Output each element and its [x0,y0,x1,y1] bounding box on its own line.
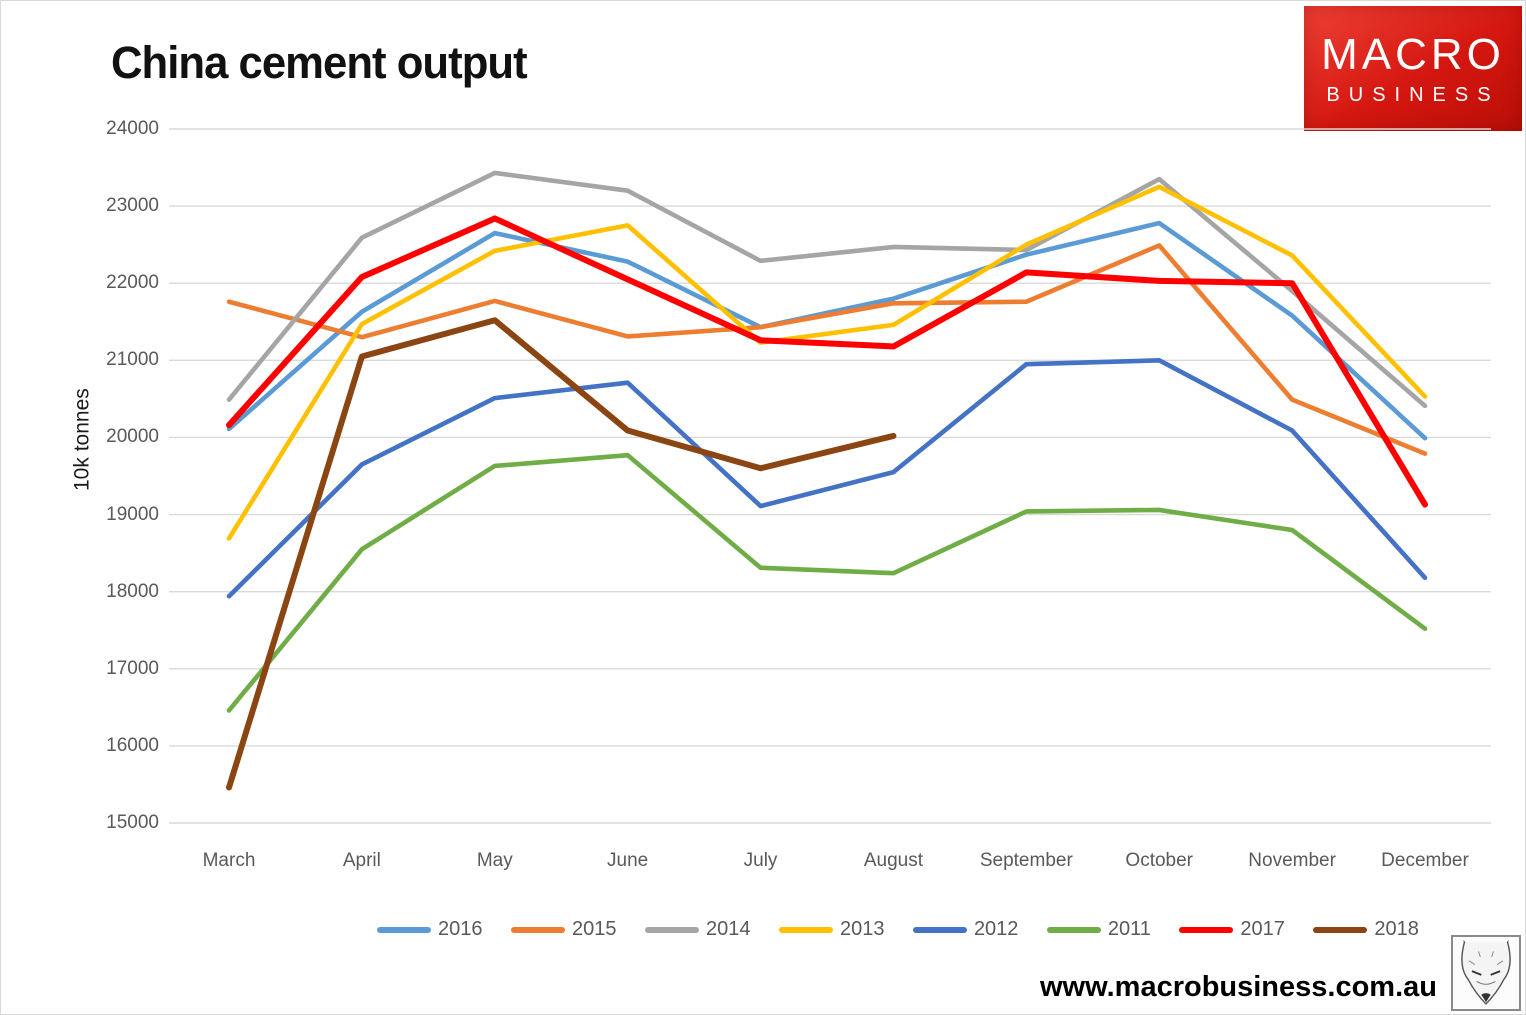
legend-swatch-2014 [644,926,699,933]
legend-item-2012: 2012 [912,918,1019,941]
y-tick-label-20000: 20000 [106,426,159,448]
series-line-2011 [226,452,1428,713]
legend-item-2015: 2015 [510,918,617,941]
series-line-2017 [226,215,1429,508]
legend-item-2016: 2016 [377,918,483,941]
legend-swatch-2016 [377,926,431,933]
legend-swatch-2015 [510,926,565,933]
legend-label-2011: 2011 [1107,918,1151,940]
x-tick-label-april: April [342,850,381,871]
legend-label-2018: 2018 [1374,918,1419,940]
plot-area [169,128,1491,824]
x-tick-label-march: March [202,850,256,871]
logo-macro-text: MACRO [1321,30,1505,79]
x-tick-label-august: August [863,850,924,871]
legend-label-2016: 2016 [438,918,483,940]
y-tick-label-19000: 19000 [106,503,159,525]
y-tick-label-24000: 24000 [106,118,159,139]
y-tick-label-16000: 16000 [106,734,159,756]
series-line-2012 [226,358,1428,599]
x-tick-label-july: July [743,850,778,871]
y-tick-label-23000: 23000 [106,195,159,217]
series-line-2015 [226,243,1428,456]
site-url: www.macrobusiness.com.au [1040,971,1437,1003]
legend-label-2015: 2015 [571,918,617,940]
legend-swatch-2018 [1313,926,1368,933]
chart-title: China cement output [111,37,528,88]
y-tick-label-15000: 15000 [106,812,159,833]
x-tick-label-september: September [979,850,1073,871]
y-tick-label-18000: 18000 [106,580,159,602]
y-tick-label-17000: 17000 [106,657,159,679]
legend: 2016 2015 2014 2013 2012 2011 2017 2018 [377,918,1419,941]
wolf-icon [1461,940,1511,1005]
x-tick-label-october: October [1125,850,1194,871]
x-tick-label-june: June [607,850,649,871]
legend-label-2012: 2012 [973,918,1019,940]
x-tick-label-november: November [1248,850,1336,871]
legend-item-2017: 2017 [1179,918,1285,941]
series-line-2018 [226,317,897,791]
logo-business-text: BUSINESS [1326,84,1500,106]
legend-item-2011: 2011 [1046,918,1151,941]
x-tick-label-december: December [1381,850,1469,871]
macrobusiness-logo: MACRO BUSINESS [1304,6,1522,131]
legend-label-2014: 2014 [705,918,751,940]
series-line-2013 [226,184,1428,541]
legend-item-2013: 2013 [778,918,885,941]
legend-swatch-2011 [1046,926,1101,933]
series-line-2014 [226,170,1428,409]
y-tick-label-21000: 21000 [106,349,159,371]
wolf-logo-box [1451,935,1521,1011]
legend-swatch-2017 [1179,926,1234,933]
legend-item-2018: 2018 [1313,918,1419,941]
legend-label-2013: 2013 [839,918,885,940]
legend-label-2017: 2017 [1240,918,1285,940]
legend-item-2014: 2014 [644,918,751,941]
x-tick-label-may: May [476,850,513,871]
y-tick-label-22000: 22000 [106,272,159,294]
legend-swatch-2013 [778,926,833,933]
legend-swatch-2012 [912,926,967,933]
